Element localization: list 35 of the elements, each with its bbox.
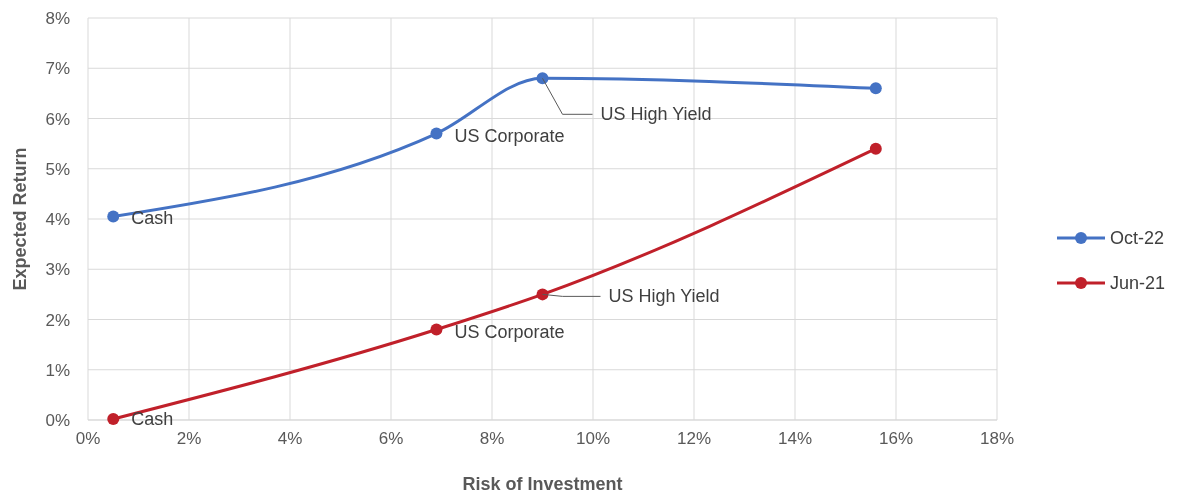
point xyxy=(869,142,882,155)
annotation: Cash xyxy=(131,208,174,229)
point xyxy=(869,82,882,95)
annotation: US Corporate xyxy=(454,321,565,342)
y-tick-label: 8% xyxy=(45,9,70,28)
x-tick-label: 16% xyxy=(878,429,914,448)
point xyxy=(107,210,120,223)
x-tick-label: 2% xyxy=(176,429,202,448)
x-tick-label: 8% xyxy=(479,429,505,448)
y-tick-label: 3% xyxy=(45,260,70,280)
y-tick-label: 6% xyxy=(45,109,70,129)
x-tick-label: 18% xyxy=(979,429,1015,448)
point xyxy=(430,323,443,336)
x-tick-label: 12% xyxy=(676,429,712,448)
y-tick-label: 2% xyxy=(45,310,70,330)
y-tick-label: 5% xyxy=(45,159,70,179)
x-tick-label: 6% xyxy=(378,429,404,448)
x-tick-label: 4% xyxy=(277,429,303,448)
y-tick-label: 4% xyxy=(45,210,70,229)
legend-label: Oct-22 xyxy=(1110,228,1165,248)
annotation: US High Yield xyxy=(608,286,720,307)
y-tick-label: 1% xyxy=(45,360,70,380)
y-axis-title: Expected Return xyxy=(10,147,30,291)
x-axis-title: Risk of Investment xyxy=(462,474,623,494)
annotation: US Corporate xyxy=(454,125,565,146)
annotation: Cash xyxy=(131,408,174,429)
y-tick-label: 0% xyxy=(45,411,70,430)
point xyxy=(430,127,443,140)
point xyxy=(107,413,120,425)
x-tick-label: 0% xyxy=(75,429,101,448)
annotation: US High Yield xyxy=(600,104,712,125)
y-tick-label: 7% xyxy=(45,59,70,79)
legend-label: Jun-21 xyxy=(1110,273,1166,293)
x-tick-label: 10% xyxy=(575,429,611,448)
x-tick-label: 14% xyxy=(777,429,813,448)
